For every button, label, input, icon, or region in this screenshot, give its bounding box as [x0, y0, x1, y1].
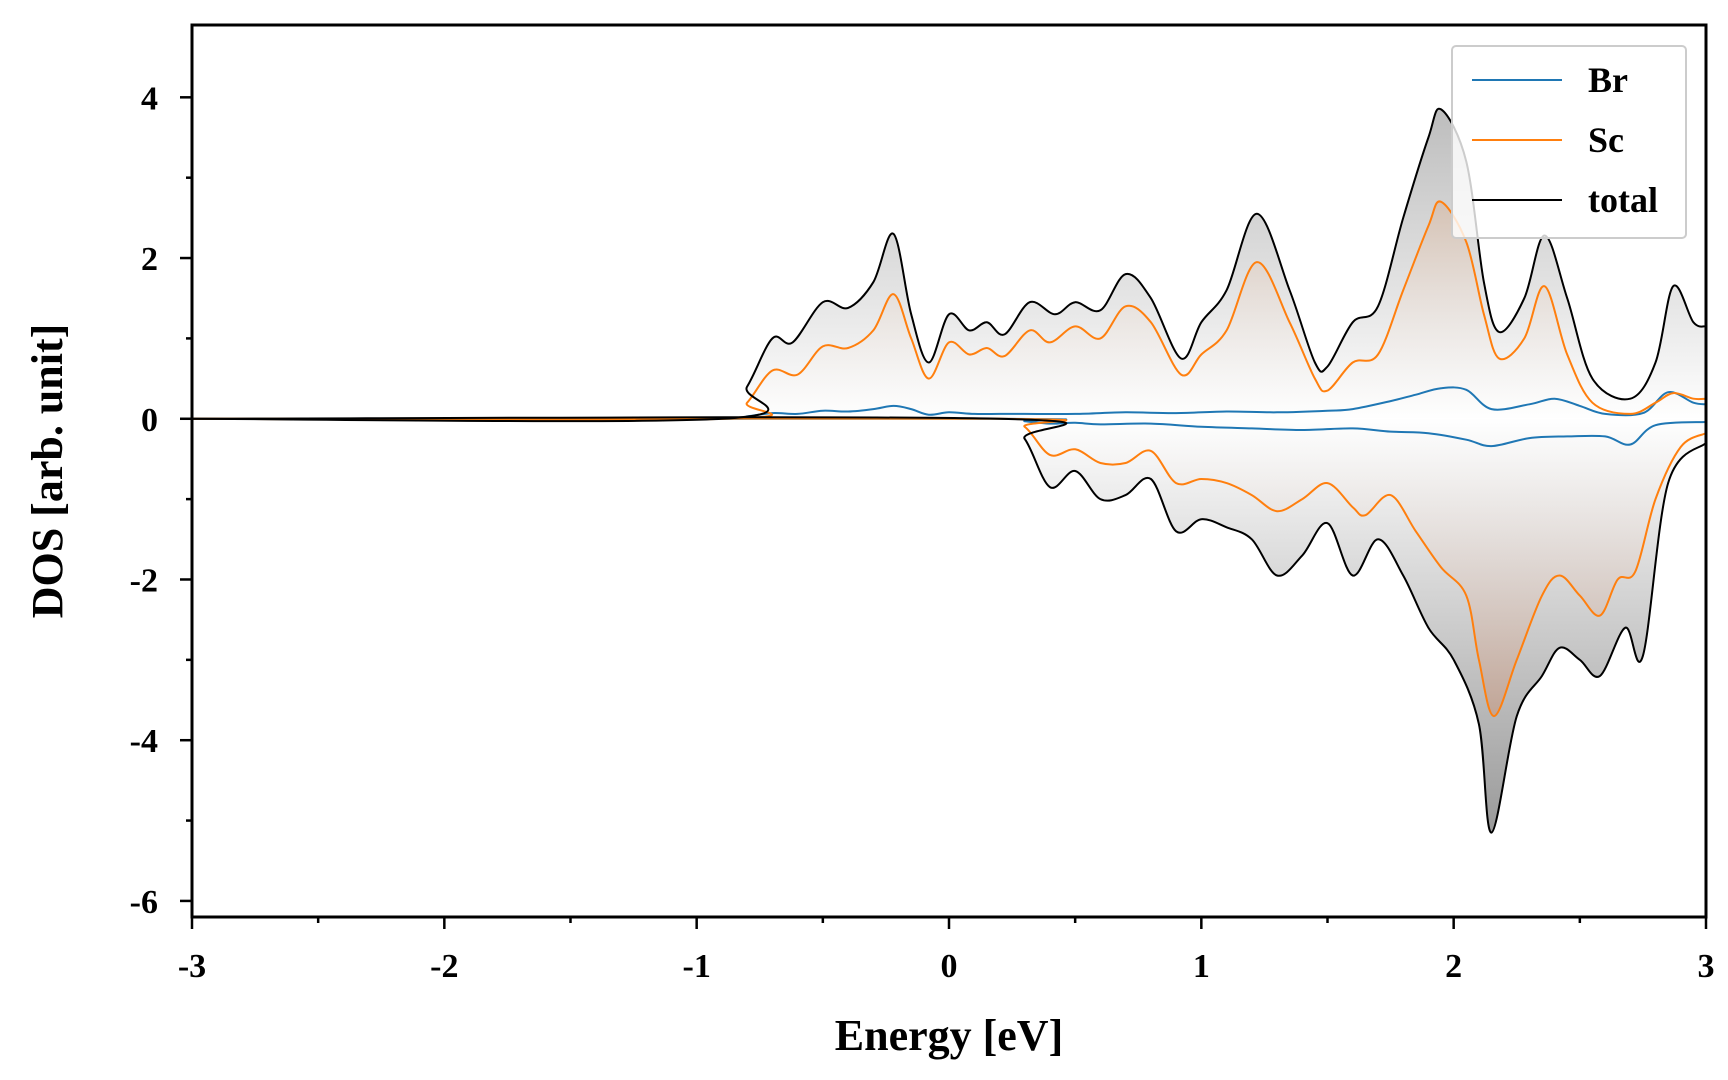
x-tick-label: -2 [430, 948, 458, 985]
sc-spin-down-line [192, 417, 1706, 718]
x-axis-title: Energy [eV] [835, 1011, 1064, 1060]
y-tick-label: -4 [130, 723, 158, 760]
y-tick-label: 4 [141, 80, 158, 117]
x-tick-label: 2 [1445, 948, 1462, 985]
legend: Br Sc total [1451, 45, 1687, 239]
x-tick-label: -1 [683, 948, 711, 985]
x-tick-label: 1 [1193, 948, 1210, 985]
legend-box [1451, 45, 1687, 239]
y-tick-label: -6 [130, 884, 158, 921]
x-tick-label: 0 [941, 948, 958, 985]
y-tick-label: 2 [141, 241, 158, 278]
y-axis-title: DOS [arb. unit] [23, 324, 72, 619]
y-tick-label: -2 [130, 562, 158, 599]
total-spin-down-line [192, 416, 1706, 834]
legend-label-sc: Sc [1588, 120, 1624, 160]
x-tick-label: -3 [178, 948, 206, 985]
y-tick-label: 0 [141, 402, 158, 439]
x-tick-label: 3 [1698, 948, 1715, 985]
legend-label-br: Br [1588, 60, 1628, 100]
sc-spin-down-fill [192, 418, 1706, 717]
sc-spin-up-line [192, 200, 1706, 421]
br-spin-up-line [192, 386, 1706, 420]
total-spin-down-fill [192, 417, 1706, 833]
legend-label-total: total [1588, 180, 1658, 220]
total-spin-up-line [192, 107, 1706, 423]
